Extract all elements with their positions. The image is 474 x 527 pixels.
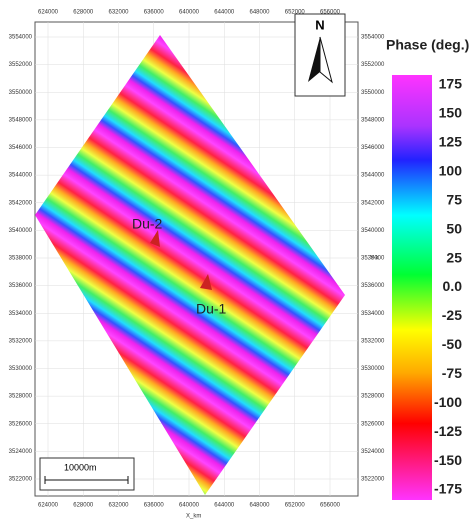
x-tick-label: 644000: [214, 10, 235, 16]
y-tick-label: 3554000: [9, 35, 33, 41]
x-axis-label: X_km: [186, 514, 201, 520]
north-arrow: [319, 36, 333, 84]
y-tick-label: 3548000: [361, 117, 385, 123]
y-tick-label: 3532000: [9, 338, 33, 344]
y-tick-label: 3524000: [361, 449, 385, 455]
legend-label: 100: [439, 162, 463, 178]
legend-label: 175: [439, 76, 463, 92]
place-label: Du-2: [132, 216, 163, 232]
x-tick-label: 648000: [249, 503, 270, 509]
x-tick-label: 656000: [320, 10, 341, 16]
y-tick-label: 3552000: [9, 62, 33, 68]
x-tick-label: 632000: [108, 10, 129, 16]
x-tick-label: 652000: [285, 10, 306, 16]
y-tick-label: 3528000: [361, 394, 385, 400]
y-tick-label: 3536000: [9, 283, 33, 289]
y-tick-label: 3554000: [361, 35, 385, 41]
x-tick-label: 640000: [179, 10, 200, 16]
x-tick-label: 636000: [144, 503, 165, 509]
north-label: N: [315, 17, 324, 32]
legend-label: 0.0: [443, 278, 463, 294]
legend-label: -25: [442, 307, 462, 323]
y-tick-label: 3546000: [9, 145, 33, 151]
y-tick-label: 3526000: [361, 421, 385, 427]
marker-du1: [200, 274, 212, 290]
legend-label: -150: [434, 452, 462, 468]
legend-label: 150: [439, 105, 463, 121]
y-tick-label: 3536000: [361, 283, 385, 289]
y-tick-label: 3542000: [9, 200, 33, 206]
y-tick-label: 3528000: [9, 394, 33, 400]
y-tick-label: 3546000: [361, 145, 385, 151]
scale-bar: [44, 476, 129, 484]
y-tick-label: 3532000: [361, 338, 385, 344]
legend-label: 50: [446, 220, 462, 236]
y-tick-label: 3534000: [9, 311, 33, 317]
y-tick-label: 3524000: [9, 449, 33, 455]
y-tick-label: 3530000: [9, 366, 33, 372]
y-tick-label: 3538000: [361, 256, 385, 262]
y-tick-label: 3538000: [9, 256, 33, 262]
legend-label: -75: [442, 365, 462, 381]
interferogram: [35, 35, 345, 495]
y-tick-label: 3550000: [9, 90, 33, 96]
north-arrow: [308, 37, 320, 82]
x-tick-label: 640000: [179, 503, 200, 509]
x-tick-label: 648000: [249, 10, 270, 16]
y-tick-label: 3540000: [9, 228, 33, 234]
colorbar: [392, 75, 432, 500]
y-tick-label: 3540000: [361, 228, 385, 234]
y-tick-label: 3552000: [361, 62, 385, 68]
x-tick-label: 636000: [144, 10, 165, 16]
y-tick-label: 3544000: [361, 173, 385, 179]
y-tick-label: 3522000: [9, 477, 33, 483]
y-tick-label: 3530000: [361, 366, 385, 372]
y-tick-label: 3526000: [9, 421, 33, 427]
place-label: Du-1: [196, 301, 227, 317]
scale-box: [39, 457, 135, 491]
x-tick-label: 632000: [108, 503, 129, 509]
y-tick-label: 3534000: [361, 311, 385, 317]
y-tick-label: 3522000: [361, 477, 385, 483]
x-tick-label: 652000: [285, 503, 306, 509]
legend-label: -50: [442, 336, 462, 352]
legend-label: 75: [446, 191, 462, 207]
legend-label: 125: [439, 134, 463, 150]
legend-label: -175: [434, 481, 462, 497]
scale-label: 10000m: [64, 462, 97, 472]
legend-label: 25: [446, 249, 462, 265]
legend-label: -100: [434, 394, 462, 410]
x-tick-label: 656000: [320, 503, 341, 509]
y-tick-label: 3542000: [361, 200, 385, 206]
marker-du2: [150, 230, 160, 247]
y-axis-label: Y-k: [370, 256, 379, 262]
y-tick-label: 3550000: [361, 90, 385, 96]
x-tick-label: 628000: [73, 10, 94, 16]
x-tick-label: 624000: [38, 503, 59, 509]
x-tick-label: 644000: [214, 503, 235, 509]
x-tick-label: 624000: [38, 10, 59, 16]
legend-label: -125: [434, 423, 462, 439]
y-tick-label: 3548000: [9, 117, 33, 123]
y-tick-label: 3544000: [9, 173, 33, 179]
legend-title: Phase (deg.): [386, 37, 469, 53]
x-tick-label: 628000: [73, 503, 94, 509]
